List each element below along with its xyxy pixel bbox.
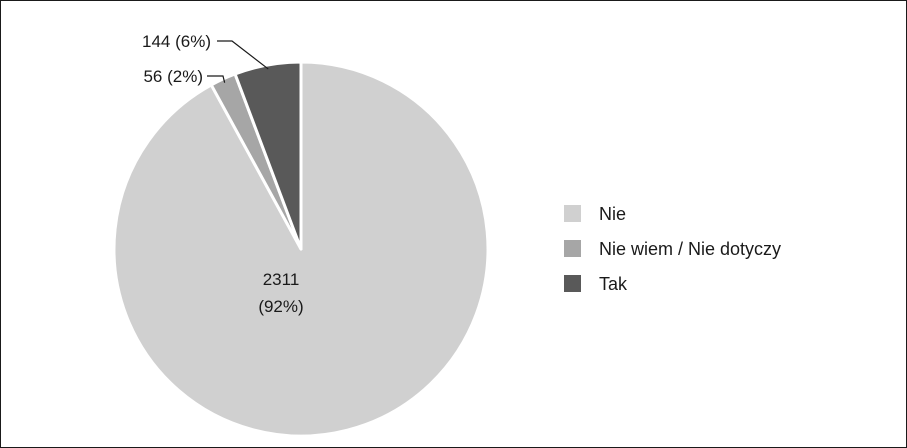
- legend: Nie Nie wiem / Nie dotyczy Tak: [564, 204, 781, 294]
- legend-label-nie: Nie: [599, 204, 626, 224]
- data-label-nie-percent: (92%): [258, 297, 303, 316]
- data-label-nie: 2311: [263, 270, 300, 289]
- data-label-tak: 144 (6%): [142, 32, 211, 51]
- legend-label-nie-wiem-nie-dotyczy: Nie wiem / Nie dotyczy: [599, 239, 781, 259]
- legend-swatch-nie-wiem-nie-dotyczy: [564, 240, 581, 257]
- data-labels: 2311 (92%) 56 (2%) 144 (6%): [142, 32, 304, 316]
- legend-swatch-nie: [564, 205, 581, 222]
- legend-label-tak: Tak: [599, 274, 628, 294]
- data-label-nie-wiem-nie-dotyczy: 56 (2%): [143, 67, 203, 86]
- legend-swatch-tak: [564, 275, 581, 292]
- pie-slices: [112, 60, 490, 438]
- pie-slice-tak: [233, 60, 303, 251]
- leader-line-tak: [217, 40, 269, 70]
- leader-line-nie-wiem-nie-dotyczy: [207, 75, 226, 83]
